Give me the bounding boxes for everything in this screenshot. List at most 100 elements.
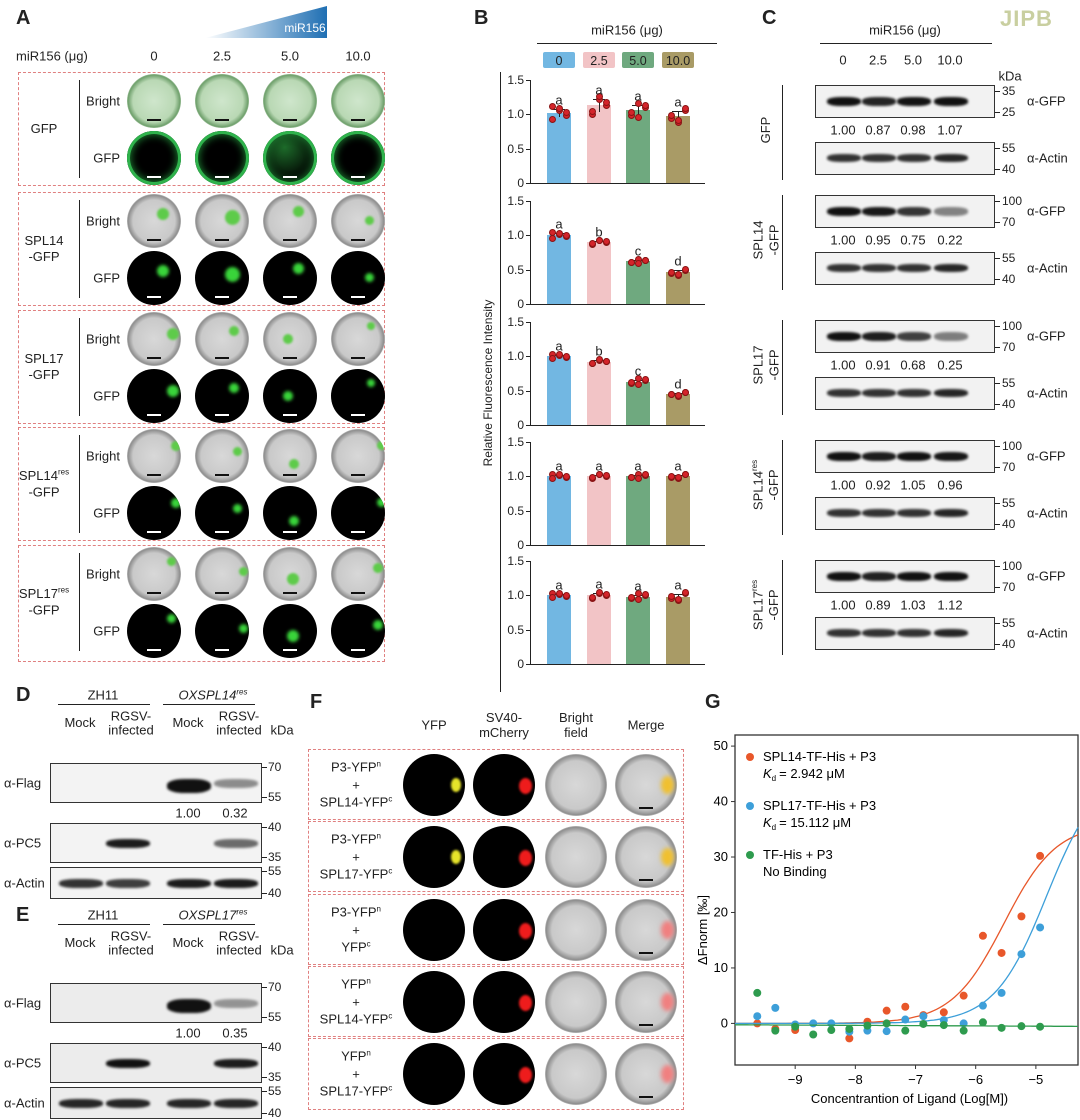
bar [626, 261, 650, 304]
plus-sign: + [352, 922, 360, 938]
protein-band [934, 452, 968, 461]
replicate-point [627, 379, 635, 387]
scale-bar [283, 531, 297, 533]
plus-sign: + [352, 1066, 360, 1082]
scale-bar [147, 357, 161, 359]
nucleus-signal [167, 557, 176, 566]
label-superscript: n [366, 976, 371, 986]
mcherry-image [473, 826, 535, 888]
replicate-point [555, 471, 563, 479]
column-header: Bright field [559, 710, 593, 740]
protein-band [167, 879, 211, 888]
label-main: YFP [341, 976, 367, 992]
construct-label: P3-YFPn + SPL17-YFPc [320, 831, 393, 884]
x-axis [530, 545, 705, 546]
x-tick-label: −8 [848, 1072, 863, 1087]
marker-tick [262, 1077, 267, 1078]
y-axis [530, 322, 531, 426]
size-marker: 40 [1002, 272, 1016, 286]
x-tick-label: −6 [968, 1072, 983, 1087]
significance-letter: a [555, 216, 563, 232]
gfp-fluorescence-image [127, 369, 181, 423]
scale-bar [147, 296, 161, 298]
group-box [18, 545, 385, 662]
gfp-fluorescence-image [263, 369, 317, 423]
replicate-point [562, 231, 570, 239]
band-ratio: 0.75 [900, 232, 926, 248]
nucleus-signal [373, 563, 383, 573]
protein-band [862, 154, 896, 162]
significance-letter: a [634, 88, 642, 104]
significance-letter: a [595, 458, 603, 474]
size-marker: 100 [1002, 559, 1023, 573]
significance-letter: b [595, 343, 603, 359]
scale-bar [639, 1024, 653, 1026]
dose-column-label: 0 [839, 52, 847, 68]
replicate-point [674, 595, 682, 603]
bright-field-image [545, 754, 607, 816]
scale-bar [215, 531, 229, 533]
replicate-point [562, 472, 570, 480]
replicate-point [595, 92, 603, 100]
dose-column-label: 0 [150, 48, 158, 64]
y-axis [530, 80, 531, 184]
bright-field-image [331, 547, 385, 601]
bright-field-image [263, 547, 317, 601]
data-point [791, 1022, 800, 1031]
nucleus-signal [171, 498, 181, 508]
scale-bar [215, 474, 229, 476]
header-line [58, 704, 150, 705]
journal-logo: JIPB [1000, 6, 1053, 31]
protein-band [827, 154, 861, 162]
actin-blot [815, 617, 995, 650]
nucleus-signal [239, 624, 248, 633]
group-label: SPL14 -GFP [24, 233, 63, 266]
scale-bar [283, 176, 297, 178]
marker-tick [995, 467, 1000, 468]
merge-image [615, 754, 677, 816]
protein-band [862, 629, 896, 637]
kda-label: kDa [270, 942, 294, 958]
plus-sign: + [352, 849, 360, 865]
protein-band [934, 629, 968, 637]
bar [666, 596, 690, 664]
replicate-point [627, 258, 635, 266]
legend-label: TF-His + P3 [763, 847, 833, 862]
replicate-point [641, 256, 649, 264]
western-blot [50, 763, 262, 803]
bar [587, 476, 611, 545]
scale-bar [215, 414, 229, 416]
legend-swatch [583, 52, 615, 68]
legend-marker [746, 753, 754, 761]
lane-label: RGSV- infected [108, 928, 154, 957]
protein-band [934, 389, 968, 397]
yfp-image [403, 899, 465, 961]
actin-blot [815, 497, 995, 530]
protein-band [862, 332, 896, 341]
size-marker: 70 [1002, 580, 1016, 594]
band-ratio: 1.00 [175, 1025, 201, 1041]
legend-note-text: No Binding [763, 864, 827, 879]
significance-letter: a [674, 458, 682, 474]
band-ratio: 0.95 [865, 232, 891, 248]
band-ratio: 0.96 [937, 477, 963, 493]
label-superscript: n [366, 1048, 371, 1058]
scale-bar [351, 296, 365, 298]
group-bracket [782, 195, 783, 290]
bright-field-image [331, 312, 385, 366]
row-label-gfp: GFP [93, 505, 120, 521]
group-box [18, 310, 385, 424]
label-main: OXSPL14 [178, 687, 237, 703]
panel-label-c: C [762, 7, 777, 29]
nucleus-signal [225, 210, 240, 225]
dose-column-label: 10.0 [345, 48, 371, 64]
significance-letter: a [555, 458, 563, 474]
y-axis [530, 201, 531, 305]
nucleus-signal [367, 322, 375, 330]
legend-label: 2.5 [590, 53, 608, 68]
significance-letter: d [674, 253, 682, 269]
significance-letter: a [555, 92, 563, 108]
replicate-point [602, 98, 610, 106]
band-ratio: 0.35 [222, 1025, 248, 1041]
